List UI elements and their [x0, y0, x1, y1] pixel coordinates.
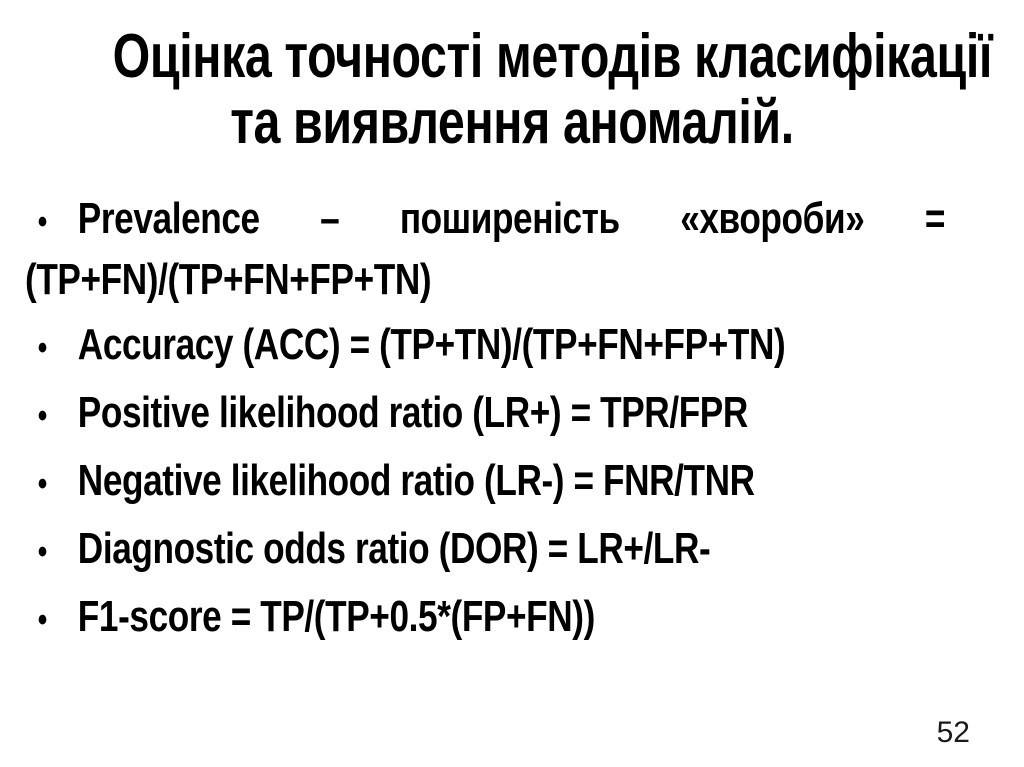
bullet-marker: • — [37, 465, 48, 503]
bullet-item-f1-score: • F1-score = TP/(TP+0.5*(FP+FN)) — [25, 588, 945, 649]
bullet-marker: • — [37, 329, 48, 367]
bullet-text: Prevalence – поширеність «хвороби» = (TP… — [25, 194, 946, 304]
bullet-marker: • — [37, 397, 48, 435]
bullet-text: Accuracy (ACC) = (TP+TN)/(TP+FN+FP+TN) — [77, 320, 786, 369]
bullet-item-accuracy: • Accuracy (ACC) = (TP+TN)/(TP+FN+FP+TN) — [25, 316, 945, 377]
bullet-marker: • — [37, 533, 48, 571]
bullet-list: • Prevalence – поширеність «хвороби» = (T… — [25, 190, 945, 656]
bullet-text: F1-score = TP/(TP+0.5*(FP+FN)) — [77, 592, 596, 641]
slide-title-line-2: та виявлення аномалій. — [230, 88, 794, 157]
bullet-text: Negative likelihood ratio (LR-) = FNR/TN… — [77, 456, 755, 505]
bullet-marker: • — [37, 601, 48, 639]
bullet-item-prevalence: • Prevalence – поширеність «хвороби» = (T… — [25, 190, 945, 309]
bullet-item-dor: • Diagnostic odds ratio (DOR) = LR+/LR- — [25, 520, 945, 581]
bullet-item-positive-lr: • Positive likelihood ratio (LR+) = TPR/F… — [25, 384, 945, 445]
slide-page-number: 52 — [936, 716, 970, 749]
bullet-text: Positive likelihood ratio (LR+) = TPR/FP… — [77, 388, 749, 437]
bullet-item-negative-lr: • Negative likelihood ratio (LR-) = FNR/T… — [25, 452, 945, 513]
slide-title: Оцінка точності методів класифікації та … — [112, 22, 993, 157]
bullet-marker: • — [37, 203, 48, 241]
bullet-text: Diagnostic odds ratio (DOR) = LR+/LR- — [77, 524, 711, 573]
slide-title-line-1: Оцінка точності методів класифікації — [112, 22, 993, 91]
